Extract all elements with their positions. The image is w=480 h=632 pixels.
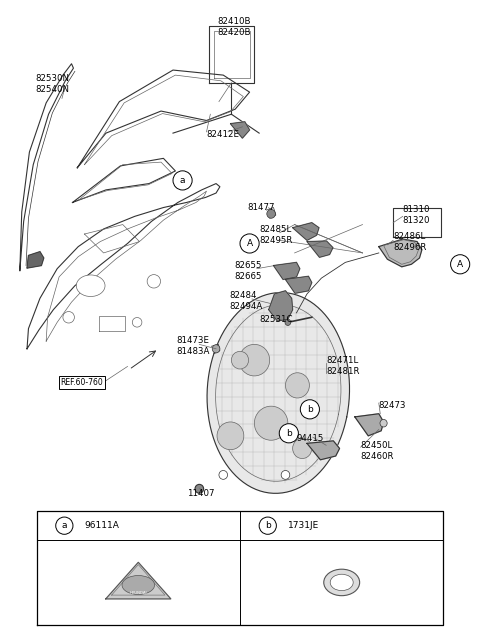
Ellipse shape [279,423,299,443]
Ellipse shape [212,344,220,353]
Text: 82484
82494A: 82484 82494A [229,291,263,311]
Polygon shape [230,122,250,138]
Ellipse shape [132,317,142,327]
Text: 82471L
82481R: 82471L 82481R [326,356,360,377]
Polygon shape [293,222,319,240]
Text: b: b [265,521,271,530]
Ellipse shape [293,439,312,459]
Polygon shape [274,262,300,279]
Polygon shape [106,562,171,599]
Text: A: A [457,260,463,269]
Ellipse shape [147,275,160,288]
Ellipse shape [56,517,73,534]
Ellipse shape [267,209,276,218]
Text: 82410B
82420B: 82410B 82420B [217,17,251,37]
Polygon shape [307,241,333,257]
Text: REF.60-760: REF.60-760 [60,378,103,387]
Ellipse shape [254,406,288,441]
Text: b: b [286,428,292,438]
Text: 81477: 81477 [247,203,275,212]
Text: 81310
81320: 81310 81320 [403,205,430,225]
Ellipse shape [122,576,155,595]
Text: 82655
82665: 82655 82665 [234,260,262,281]
Ellipse shape [451,255,470,274]
Text: A: A [247,239,252,248]
Ellipse shape [300,400,320,419]
Ellipse shape [239,344,270,376]
Ellipse shape [217,422,244,450]
Polygon shape [286,276,312,293]
Ellipse shape [285,319,291,325]
Ellipse shape [286,373,310,398]
Text: a: a [61,521,67,530]
Text: 1731JE: 1731JE [288,521,319,530]
Polygon shape [207,293,349,494]
Ellipse shape [219,470,228,479]
Ellipse shape [281,470,290,479]
Text: 94415: 94415 [297,434,324,444]
Polygon shape [379,239,422,267]
Polygon shape [269,291,293,321]
Ellipse shape [330,574,353,591]
Text: 82531C: 82531C [259,315,293,324]
Polygon shape [355,414,384,436]
Ellipse shape [63,312,74,323]
Text: a: a [180,176,185,185]
Text: 82412E: 82412E [206,130,240,139]
Text: 82450L
82460R: 82450L 82460R [360,441,394,461]
Text: 11407: 11407 [187,489,215,499]
Ellipse shape [240,234,259,253]
Ellipse shape [324,569,360,596]
Text: 82530N
82540N: 82530N 82540N [36,74,70,94]
Polygon shape [27,252,44,268]
Text: HYUNDAI: HYUNDAI [130,590,147,595]
Text: 82473: 82473 [379,401,406,410]
Ellipse shape [380,420,387,427]
Ellipse shape [195,484,204,493]
Text: 96111A: 96111A [84,521,120,530]
Text: 81473E
81483A: 81473E 81483A [177,336,210,356]
Text: 82485L
82495R: 82485L 82495R [259,225,292,245]
Ellipse shape [173,171,192,190]
Ellipse shape [259,517,276,534]
Polygon shape [307,441,339,459]
Ellipse shape [76,275,105,296]
Text: b: b [307,405,313,414]
Ellipse shape [231,351,249,369]
Text: 82486L
82496R: 82486L 82496R [393,231,427,252]
